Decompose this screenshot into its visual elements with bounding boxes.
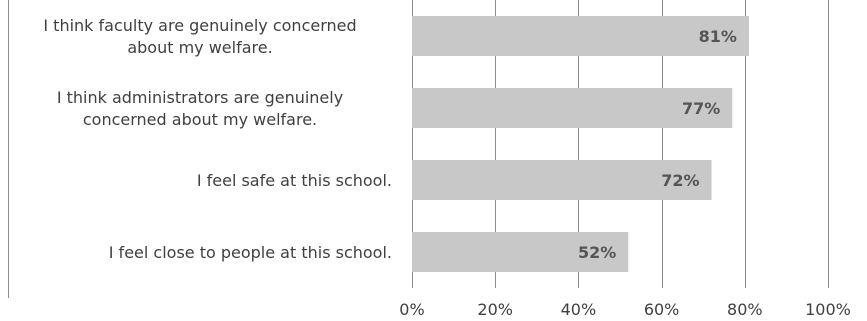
x-tick-label: 0% (399, 300, 424, 319)
x-tick-label: 80% (727, 300, 763, 319)
data-labels: 81% 77% 72% 52% (578, 27, 737, 262)
x-tick-label: 40% (561, 300, 597, 319)
category-labels: I think faculty are genuinely concerned a… (43, 16, 392, 262)
bar (412, 16, 749, 56)
data-label: 72% (661, 171, 699, 190)
bar (412, 232, 629, 272)
category-label: I feel safe at this school. (197, 171, 392, 190)
data-label: 77% (682, 99, 720, 118)
x-tick-label: 60% (644, 300, 680, 319)
category-label: I think administrators are genuinely conc… (57, 88, 343, 129)
category-label: I think faculty are genuinely concerned a… (43, 16, 356, 57)
bars (412, 16, 749, 272)
x-tick-label: 20% (477, 300, 513, 319)
x-axis-ticks: 0% 20% 40% 60% 80% 100% (399, 300, 851, 319)
bar (412, 160, 712, 200)
x-tick-label: 100% (805, 300, 851, 319)
data-label: 52% (578, 243, 616, 262)
data-label: 81% (699, 27, 737, 46)
bar (412, 88, 733, 128)
category-label: I feel close to people at this school. (109, 243, 392, 262)
